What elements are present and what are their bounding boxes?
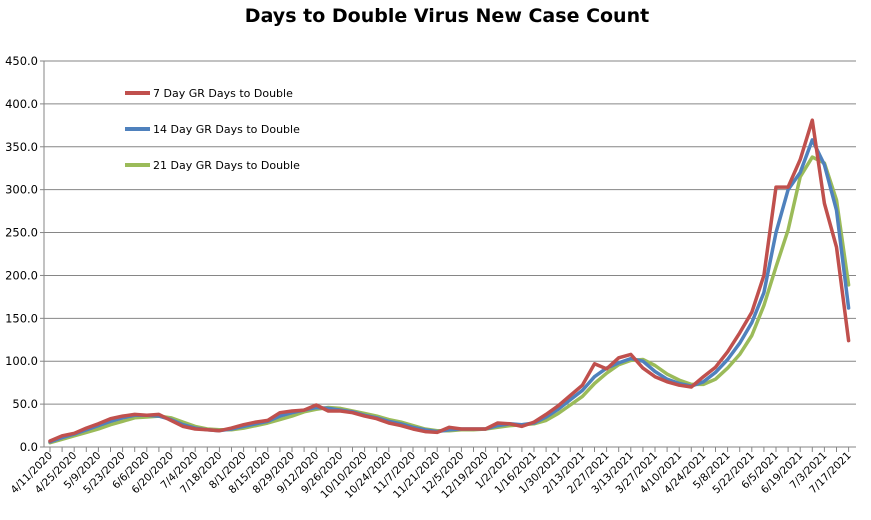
legend-label-2: 14 Day GR Days to Double	[153, 123, 300, 136]
series-line-2	[48, 138, 851, 444]
y-tick-label: 150.0	[5, 311, 38, 325]
y-tick-label: 450.0	[5, 54, 38, 68]
y-axis: 0.0 50.0 100.0 150.0 200.0 250.0 300.0 350.0 400…	[5, 54, 45, 454]
y-tick-label: 0.0	[20, 440, 38, 454]
y-tick-label: 200.0	[5, 268, 38, 282]
legend-label-3: 21 Day GR Days to Double	[153, 159, 300, 172]
y-tick-label: 100.0	[5, 354, 38, 368]
chart-title: Days to Double Virus New Case Count	[245, 5, 649, 27]
y-tick-label: 300.0	[5, 183, 38, 197]
x-axis: 4/11/20204/25/20205/9/20205/23/20206/6/2…	[9, 446, 856, 501]
y-tick-label: 50.0	[12, 397, 38, 411]
y-tick-label: 350.0	[5, 140, 38, 154]
legend: 7 Day GR Days to Double 14 Day GR Days to…	[125, 87, 300, 172]
y-tick-label: 250.0	[5, 226, 38, 240]
series-line-3	[48, 155, 851, 445]
series-lines	[48, 118, 851, 445]
series-line-1	[48, 118, 851, 443]
y-tick-label: 400.0	[5, 97, 38, 111]
gridlines	[44, 60, 856, 405]
legend-label-1: 7 Day GR Days to Double	[153, 87, 293, 100]
